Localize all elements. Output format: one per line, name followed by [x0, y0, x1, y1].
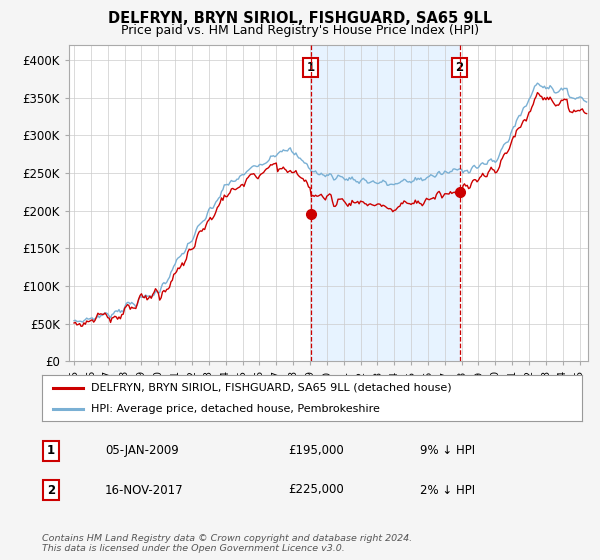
Text: 2: 2	[47, 483, 55, 497]
Text: £225,000: £225,000	[288, 483, 344, 497]
Text: 05-JAN-2009: 05-JAN-2009	[105, 444, 179, 458]
Text: 9% ↓ HPI: 9% ↓ HPI	[420, 444, 475, 458]
Text: 16-NOV-2017: 16-NOV-2017	[105, 483, 184, 497]
Text: 2: 2	[455, 61, 464, 74]
Text: 2% ↓ HPI: 2% ↓ HPI	[420, 483, 475, 497]
Text: Contains HM Land Registry data © Crown copyright and database right 2024.
This d: Contains HM Land Registry data © Crown c…	[42, 534, 412, 553]
Text: 1: 1	[47, 444, 55, 458]
Text: 1: 1	[307, 61, 315, 74]
Text: Price paid vs. HM Land Registry's House Price Index (HPI): Price paid vs. HM Land Registry's House …	[121, 24, 479, 36]
Text: HPI: Average price, detached house, Pembrokeshire: HPI: Average price, detached house, Pemb…	[91, 404, 379, 414]
Text: DELFRYN, BRYN SIRIOL, FISHGUARD, SA65 9LL (detached house): DELFRYN, BRYN SIRIOL, FISHGUARD, SA65 9L…	[91, 382, 451, 393]
Text: DELFRYN, BRYN SIRIOL, FISHGUARD, SA65 9LL: DELFRYN, BRYN SIRIOL, FISHGUARD, SA65 9L…	[108, 11, 492, 26]
Text: £195,000: £195,000	[288, 444, 344, 458]
Bar	[311, 45, 460, 361]
